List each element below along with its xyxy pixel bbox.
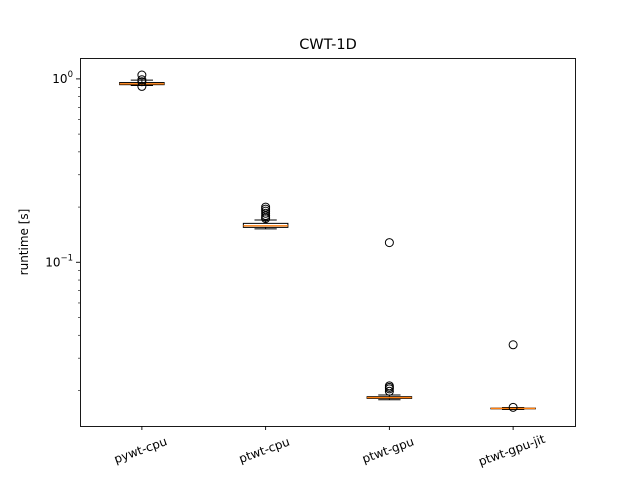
outlier-point	[508, 340, 518, 350]
y-axis-label: runtime [s]	[17, 209, 31, 276]
x-tick-label: ptwt-gpu	[360, 434, 416, 466]
y-tick-base: 10	[45, 255, 60, 269]
y-tick-label: 100	[52, 70, 73, 86]
outlier-point	[137, 77, 147, 87]
outlier-point	[384, 238, 394, 248]
box-group	[119, 70, 165, 91]
outlier-point	[261, 208, 271, 218]
outlier-point	[137, 81, 147, 91]
y-tick-base: 10	[52, 72, 67, 86]
y-tick-exponent: −1	[60, 253, 73, 263]
outlier-point	[384, 386, 394, 396]
outlier-point	[508, 402, 518, 412]
box-group	[490, 340, 536, 412]
box-group	[366, 238, 413, 401]
outlier-point	[261, 214, 271, 224]
x-tick-label: ptwt-gpu-jit	[477, 432, 548, 469]
x-tick-label: ptwt-cpu	[237, 435, 292, 466]
y-tick-exponent: 0	[68, 70, 73, 80]
x-axis: pywt-cpu ptwt-cpu ptwt-gpu ptwt-gpu-jit	[112, 426, 547, 469]
outlier-point	[137, 70, 147, 80]
plot-area	[80, 58, 576, 427]
boxes-layer	[119, 70, 536, 412]
outlier-point	[261, 206, 271, 216]
y-tick-label: 10−1	[45, 253, 73, 269]
outlier-point	[384, 384, 394, 394]
chart-title: CWT-1D	[299, 37, 357, 53]
x-tick-label: pywt-cpu	[112, 434, 169, 466]
box-group	[242, 202, 289, 230]
